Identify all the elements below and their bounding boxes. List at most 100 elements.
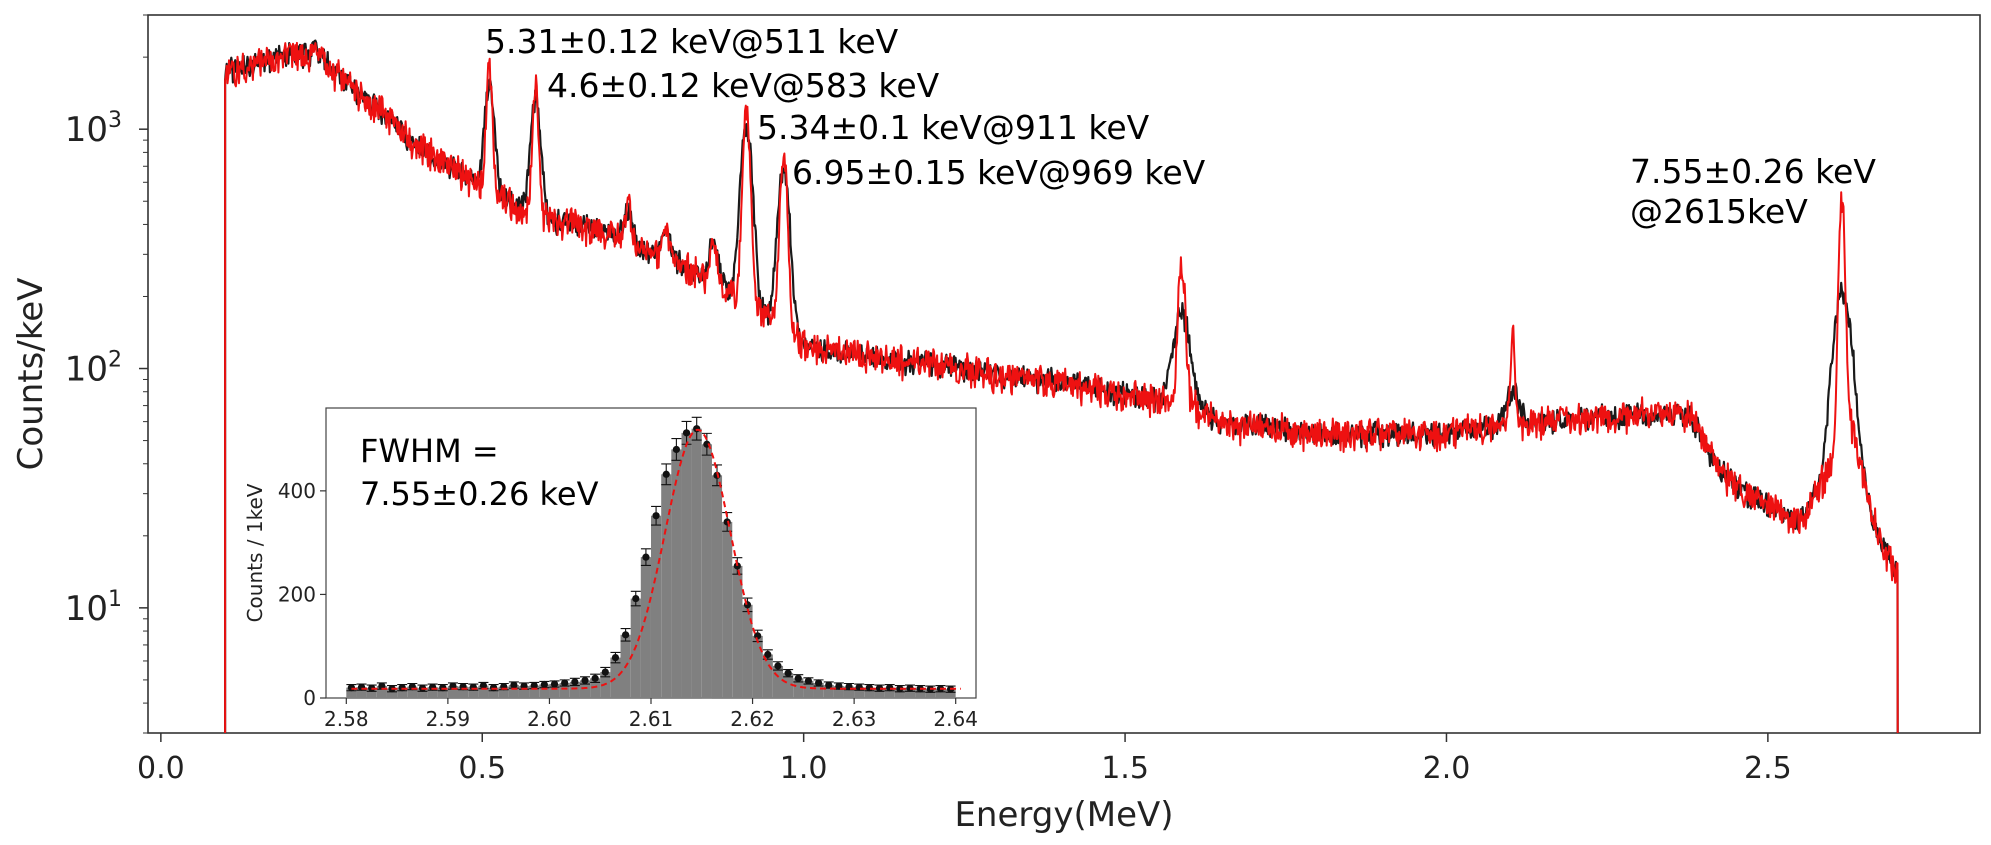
inset-data-point (662, 470, 670, 478)
inset-histogram-bar (346, 687, 357, 698)
inset-data-point (601, 668, 609, 676)
inset-data-point (398, 684, 406, 692)
inset-histogram-bar (397, 687, 408, 698)
inset-data-point (814, 679, 823, 687)
inset-x-tick-label: 2.58 (324, 707, 369, 731)
inset-data-point (561, 679, 569, 687)
inset-data-point (804, 677, 813, 685)
inset-y-tick-label: 200 (278, 582, 316, 606)
inset-histogram-bar (732, 565, 743, 698)
main-x-tick-label: 0.5 (458, 751, 506, 786)
main-y-axis-label: Counts/keV (11, 278, 51, 471)
inset-histogram-bar (874, 688, 885, 698)
inset-histogram-bar (884, 687, 895, 698)
main-x-axis-label: Energy(MeV) (954, 795, 1173, 835)
main-series-group (224, 39, 1899, 734)
inset-histogram-bar (701, 444, 712, 699)
inset-histogram-bar (539, 684, 550, 698)
inset-histogram-bar (722, 521, 733, 698)
inset-histogram-bar (458, 686, 469, 698)
inset-fit-curve (351, 428, 961, 690)
inset-fwhm-label: FWHM = 7.55±0.26 keV (360, 432, 599, 513)
main-y-tick-label: 102 (65, 348, 122, 390)
main-y-tick-label: 101 (65, 587, 122, 629)
inset-data-point (896, 685, 904, 693)
inset-histogram-bar (823, 685, 834, 698)
peak-annotation-1: 5.31±0.12 keV@511 keV (485, 22, 899, 61)
inset-histogram-bar (813, 683, 824, 698)
inset-data-point (682, 429, 691, 437)
inset-histogram-bar (529, 685, 540, 698)
inset-data-point (774, 662, 782, 670)
peak-annotation-5: 7.55±0.26 keV @2615keV (1630, 152, 1876, 231)
inset-histogram-bar (579, 680, 591, 698)
inset-histogram-bar (498, 686, 509, 698)
inset-x-tick-label: 2.63 (832, 707, 877, 731)
inset-y-tick-label: 0 (303, 686, 316, 710)
inset-fwhm-line-2: 7.55±0.26 keV (360, 475, 599, 513)
inset-data-point (530, 681, 538, 690)
inset-histogram-bar (366, 688, 377, 698)
inset-histogram-bar (417, 688, 428, 698)
inset-x-ticks: 2.58 2.59 2.60 2.61 2.62 2.63 2.64 (324, 698, 978, 731)
inset-data-point (611, 654, 620, 662)
inset-histogram-bar (752, 635, 763, 698)
inset-histogram-bar (854, 687, 865, 698)
inset-histogram-bar (468, 687, 479, 698)
inset-data-point (439, 684, 447, 692)
inset-data-point (906, 684, 914, 692)
inset-data-point (672, 445, 680, 454)
inset-histogram-bar (447, 686, 459, 698)
inset-histogram-bar (793, 678, 804, 698)
inset-data-point (784, 669, 792, 677)
inset-histogram-bar (904, 688, 916, 698)
main-y-tick-label: 103 (65, 108, 122, 150)
inset-histogram-bar (681, 432, 692, 698)
inset-y-ticks: 0 200 400 (278, 479, 326, 710)
main-x-tick-label: 2.5 (1744, 751, 1792, 786)
inset-data-point (622, 631, 630, 639)
inset-data-point (886, 684, 894, 692)
inset-data-point (794, 674, 802, 682)
inset-histogram-bar (671, 449, 682, 698)
inset-data-point (632, 594, 640, 603)
inset-histogram-bar (508, 685, 519, 698)
inset-y-axis-label: Counts / 1keV (243, 483, 267, 622)
inset-histogram-bar (488, 687, 499, 698)
inset-data-point (875, 684, 884, 692)
main-x-tick-label: 0.0 (137, 751, 185, 786)
inset-histogram-bar (945, 689, 956, 698)
inset-histogram-bar (610, 657, 621, 698)
inset-x-tick-label: 2.64 (933, 707, 978, 731)
inset-histogram-bar (783, 673, 794, 698)
main-x-tick-label: 1.0 (780, 751, 828, 786)
inset-histogram-bar (803, 680, 814, 698)
inset-histogram-bar (894, 688, 905, 698)
inset-histogram-bar (559, 683, 570, 698)
inset-fwhm-line-1: FWHM = (360, 432, 499, 470)
inset-histogram-bar (569, 681, 580, 698)
inset-histogram-bar (549, 684, 560, 698)
inset-histogram-bar (651, 515, 662, 698)
inset-data-point (489, 684, 498, 692)
inset-data-point (591, 674, 599, 682)
inset-data-point (550, 680, 559, 688)
main-peak-annotations: 5.31±0.12 keV@511 keV 4.6±0.12 keV@583 ke… (485, 22, 1876, 231)
main-x-ticks: 0.0 0.5 1.0 1.5 2.0 2.5 (137, 733, 1792, 786)
inset-histogram-bar (386, 688, 398, 698)
main-y-ticks: 101 102 103 (65, 14, 148, 734)
inset-histogram-bar (407, 686, 418, 698)
inset-data-point (865, 684, 873, 692)
inset-data-point (540, 680, 548, 689)
main-x-tick-label: 2.0 (1423, 751, 1471, 786)
inset-data-point (581, 676, 589, 684)
inset-histogram-bar (640, 557, 651, 698)
main-plot: 5.31±0.12 keV@511 keV 4.6±0.12 keV@583 ke… (11, 14, 1981, 835)
inset-x-tick-label: 2.61 (629, 707, 674, 731)
inset-histogram-bar (661, 474, 672, 698)
inset-y-tick-label: 400 (278, 479, 316, 503)
inset-x-tick-label: 2.60 (527, 707, 572, 731)
inset-histogram-bar (691, 428, 702, 698)
inset-data-point (479, 681, 488, 690)
